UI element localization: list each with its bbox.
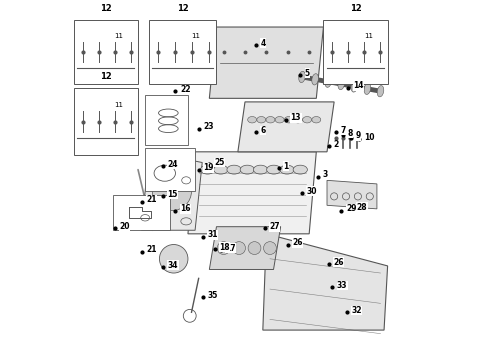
Text: 30: 30 [307,186,317,195]
Bar [149,20,217,84]
Text: 29: 29 [346,204,356,213]
Text: 11: 11 [114,102,123,108]
Bar [323,20,388,84]
Text: 21: 21 [146,195,157,204]
Text: 2: 2 [333,140,339,149]
Text: 14: 14 [353,81,364,90]
Text: 33: 33 [337,281,347,290]
Ellipse shape [325,76,332,87]
Ellipse shape [293,165,307,174]
Polygon shape [188,152,317,234]
Bar [145,148,195,191]
Ellipse shape [303,117,312,123]
Text: 23: 23 [203,122,214,131]
Text: 22: 22 [180,85,191,94]
Ellipse shape [284,117,293,123]
Text: 3: 3 [323,171,328,180]
Bar [74,87,138,156]
Text: 27: 27 [269,222,280,231]
Ellipse shape [364,83,371,94]
Text: 10: 10 [364,133,374,142]
Text: 12: 12 [100,72,112,81]
Ellipse shape [214,165,228,174]
Polygon shape [238,102,334,152]
Polygon shape [327,180,377,209]
Ellipse shape [312,74,318,85]
Text: 13: 13 [291,113,301,122]
Text: 4: 4 [260,39,266,48]
Polygon shape [209,227,281,270]
Bar [74,20,138,84]
Text: 12: 12 [177,4,189,13]
Text: 24: 24 [168,160,178,169]
Ellipse shape [280,165,294,174]
Ellipse shape [227,165,241,174]
Text: 12: 12 [350,4,362,13]
Ellipse shape [200,165,215,174]
Polygon shape [209,27,323,98]
Ellipse shape [253,165,268,174]
Ellipse shape [267,165,281,174]
Text: 26: 26 [333,258,344,267]
Ellipse shape [257,117,266,123]
Text: 21: 21 [146,246,157,255]
Ellipse shape [294,117,302,123]
Text: 11: 11 [192,33,200,39]
Text: 11: 11 [114,33,123,39]
Text: 8: 8 [348,129,353,138]
Ellipse shape [247,117,257,123]
Bar [113,195,170,230]
Text: 7: 7 [341,126,346,135]
Ellipse shape [377,86,384,97]
Circle shape [152,171,192,211]
Ellipse shape [312,117,321,123]
Text: 5: 5 [305,69,310,78]
Text: 16: 16 [180,204,191,213]
Text: 25: 25 [214,158,224,167]
Text: 11: 11 [364,33,373,39]
Text: 9: 9 [356,131,361,140]
Circle shape [233,242,245,255]
Ellipse shape [338,78,344,90]
Text: 20: 20 [120,222,130,231]
Text: 19: 19 [203,163,214,172]
Text: 6: 6 [260,126,266,135]
Ellipse shape [240,165,254,174]
Ellipse shape [299,71,305,82]
Text: 1: 1 [284,162,289,171]
Circle shape [248,242,261,255]
Ellipse shape [275,117,284,123]
Circle shape [159,244,188,273]
Text: 17: 17 [225,244,236,253]
Text: 28: 28 [357,203,367,212]
Text: 31: 31 [208,230,218,239]
Text: 26: 26 [293,238,303,247]
Text: 35: 35 [208,291,218,300]
Text: 15: 15 [168,190,178,199]
Text: 18: 18 [220,243,230,252]
Bar [145,95,188,145]
Circle shape [217,242,230,255]
Text: 12: 12 [100,4,112,13]
Circle shape [264,242,276,255]
Text: 34: 34 [168,261,178,270]
Ellipse shape [351,81,358,92]
Ellipse shape [266,117,275,123]
Polygon shape [263,234,388,330]
Polygon shape [142,152,202,230]
Text: 32: 32 [351,306,362,315]
